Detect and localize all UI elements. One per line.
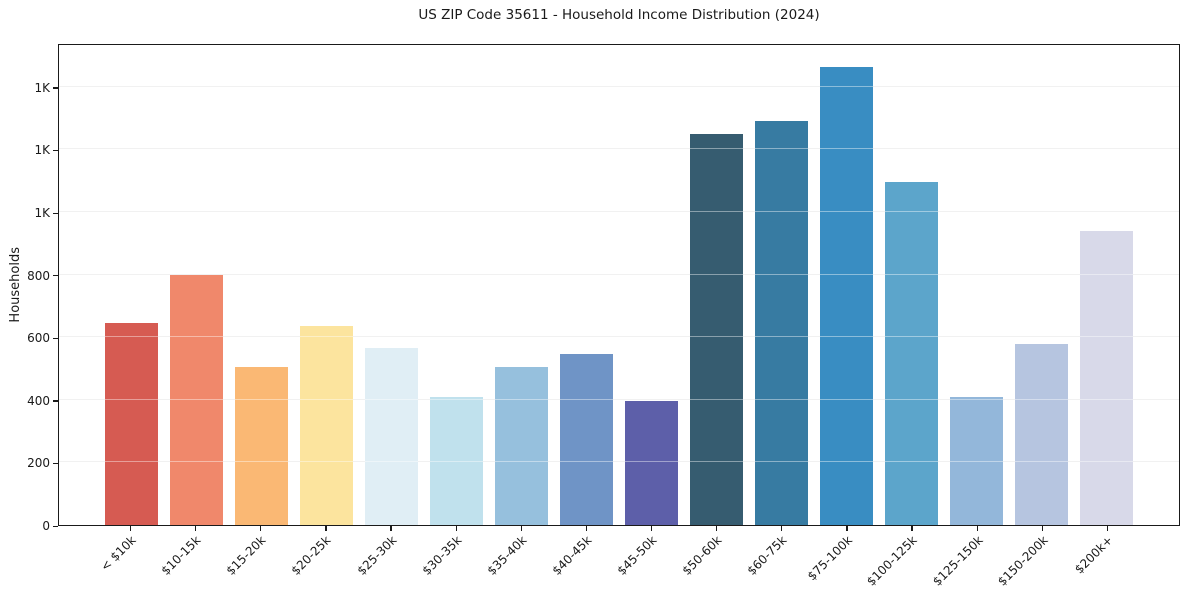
gridline xyxy=(59,148,1179,150)
x-tick-label: $30-35k xyxy=(419,533,465,578)
x-tick-mark xyxy=(1106,526,1109,531)
y-axis-label: Households xyxy=(7,247,23,323)
x-tick-label: $10-15k xyxy=(158,533,204,578)
plot-area xyxy=(58,44,1180,526)
gridline xyxy=(59,211,1179,213)
gridline xyxy=(59,461,1179,463)
x-tick-mark xyxy=(455,526,457,531)
x-tick-mark xyxy=(520,526,522,531)
bar-$20-25k xyxy=(300,326,353,525)
x-tick-label: $15-20k xyxy=(223,533,269,578)
x-tick-mark xyxy=(1041,526,1043,531)
y-tick-mark xyxy=(53,337,58,339)
y-tick-label: 0 xyxy=(42,519,50,533)
x-tick-label: $150-200k xyxy=(994,533,1051,589)
x-tick-label: $200k+ xyxy=(1071,533,1116,577)
y-tick-mark xyxy=(53,212,58,214)
x-tick-label: $40-45k xyxy=(549,533,595,578)
x-tick-label: < $10k xyxy=(97,533,139,574)
x-tick-label: $25-30k xyxy=(354,533,399,578)
y-tick-mark xyxy=(53,462,58,465)
bar-$50-60k xyxy=(690,133,743,525)
x-tick-mark xyxy=(846,526,848,531)
x-tick-label: $100-125k xyxy=(864,533,921,589)
gridline xyxy=(59,336,1179,338)
chart-title: US ZIP Code 35611 - Household Income Dis… xyxy=(418,7,820,23)
y-tick-mark xyxy=(53,87,58,89)
bar-$35-40k xyxy=(495,366,548,525)
bar-$125-150k xyxy=(950,396,1003,525)
x-tick-mark xyxy=(911,526,913,531)
y-tick-label: 1K xyxy=(34,206,50,220)
y-tick-label: 800 xyxy=(27,268,50,283)
x-tick-mark xyxy=(976,526,978,531)
bar-$75-100k xyxy=(820,66,873,525)
y-tick-label: 1K xyxy=(34,80,50,95)
x-tick-mark xyxy=(260,526,262,531)
x-tick-mark xyxy=(129,526,132,531)
x-tick-label: $50-60k xyxy=(679,533,725,578)
x-tick-label: $60-75k xyxy=(744,533,790,578)
x-tick-mark xyxy=(650,526,653,531)
bar-$100-125k xyxy=(885,182,938,525)
bar-$200k+ xyxy=(1080,230,1133,525)
bar-$150-200k xyxy=(1015,343,1068,525)
gridline xyxy=(59,85,1179,87)
y-axis-label-wrap: Households xyxy=(6,44,24,526)
x-tick-mark xyxy=(781,526,783,531)
bar-$25-30k xyxy=(365,348,418,525)
gridlines xyxy=(59,45,1179,525)
x-tick-label: $35-40k xyxy=(484,533,530,578)
bar-$15-20k xyxy=(235,366,288,525)
x-tick-mark xyxy=(325,526,327,531)
y-tick-mark xyxy=(53,400,58,402)
bar-$30-35k xyxy=(430,396,483,525)
y-tick-label: 400 xyxy=(27,393,50,408)
bar-$45-50k xyxy=(625,401,678,525)
bar-$60-75k xyxy=(755,121,808,525)
y-tick-mark xyxy=(53,149,58,152)
x-tick-label: $125-150k xyxy=(929,533,986,589)
y-tick-label: 1K xyxy=(34,143,50,158)
bar-$10-15k xyxy=(170,274,223,525)
gridline xyxy=(59,85,1179,87)
y-tick-mark xyxy=(53,275,58,277)
x-tick-label: $45-50k xyxy=(614,533,660,578)
y-tick-mark xyxy=(53,525,58,527)
gridline xyxy=(59,336,1179,338)
bar-< $10k xyxy=(105,323,158,525)
gridline xyxy=(59,273,1179,275)
gridline xyxy=(59,273,1179,275)
gridline xyxy=(59,461,1179,463)
x-tick-mark xyxy=(585,526,588,531)
y-tick-label: 200 xyxy=(27,456,50,471)
gridline-overlay xyxy=(59,45,1179,525)
gridline xyxy=(59,148,1179,150)
x-tick-mark xyxy=(194,526,197,531)
x-tick-label: $20-25k xyxy=(288,533,334,578)
bar-$40-45k xyxy=(560,354,613,525)
x-tick-label: $75-100k xyxy=(804,533,855,584)
bar-series xyxy=(59,45,1179,525)
gridline xyxy=(59,398,1179,400)
x-tick-mark xyxy=(716,526,718,531)
x-tick-mark xyxy=(390,526,392,531)
gridline xyxy=(59,211,1179,213)
gridline xyxy=(59,398,1179,400)
y-tick-label: 600 xyxy=(27,331,50,346)
